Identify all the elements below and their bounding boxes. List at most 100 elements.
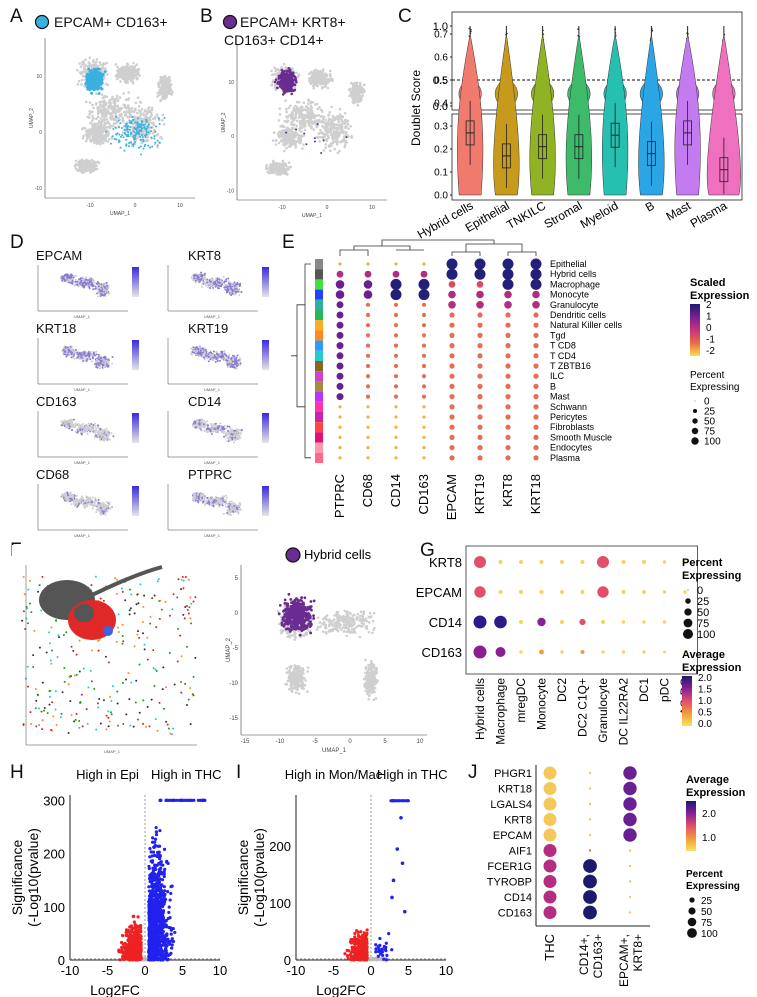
gray-cell [338,614,341,617]
up-epi-point [351,950,355,954]
scatter-point [23,593,26,596]
colorbar [132,413,139,443]
gray-cell [362,677,366,681]
hybrid-cell [290,628,293,632]
up-epi-point [359,946,363,950]
size-legend-dot [687,928,697,938]
panel-b: EPCAM+ KRT8+ CD163+ CD14+ -10 0 10 10 0 -10 UM… [221,10,392,220]
scatter-point [184,682,187,685]
expression-dot [505,343,511,349]
up-epi-point [356,930,360,934]
expression-dot [477,312,483,318]
expression-dot [477,404,483,410]
up-epi-point [138,924,142,928]
gray-cell [356,612,360,616]
scatter-point [78,670,81,673]
gray-cell [319,625,322,628]
scatter-point [35,725,38,728]
scatter-point [129,588,132,591]
expression-dot [621,590,626,594]
hybrid-cell [278,603,282,607]
umap-plot-b: -10 0 10 10 0 -10 UMAP_1 UMAP_2 [221,45,387,219]
expression-dot [365,394,371,399]
gray-cell [318,621,322,624]
gray-cell [298,669,301,673]
up-thc-point [382,944,386,949]
celltype-color-swatch [315,412,323,423]
hybrid-cell [303,607,307,611]
up-thc-point [158,928,162,932]
x-axis-label: UMAP_1 [302,213,322,219]
expression-dot [537,617,546,627]
expression-dot [505,394,511,400]
gray-cell [315,628,319,631]
scatter-point [142,699,145,702]
up-thc-point [384,958,389,962]
scatter-point [129,724,132,727]
y-axis-label-1: Significance [235,840,251,916]
expression-dot [418,278,430,290]
expression-dot [505,353,511,359]
expression-dot [580,650,585,654]
up-thc-point [147,937,151,942]
feature-gene-label: KRT18 [36,321,77,336]
gray-cell [327,630,330,633]
y-axis-label: UMAP_2 [221,112,227,132]
up-epi-point [128,933,132,937]
size-legend-dot [694,400,696,402]
gray-cell [351,617,354,620]
expression-dot [532,290,540,299]
up-thc-point [378,936,382,941]
up-epi-point [361,941,365,946]
up-thc-point [151,879,155,883]
expression-dot [365,333,371,338]
scatter-point [153,594,156,597]
expression-dot [628,864,632,868]
scatter-point [38,723,41,726]
up-thc-point [155,854,159,859]
y-tick-label: 0.5 [433,75,448,87]
capped-point [404,799,408,803]
hybrid-cell [294,601,298,605]
expression-dot [394,425,398,429]
up-thc-point [161,898,165,902]
scatter-point [21,619,24,622]
scatter-point [122,722,125,725]
scatter-point [107,661,110,664]
expression-dot [363,280,373,289]
y-tick-label: 5 [235,576,239,582]
expression-dot [421,363,427,369]
up-epi-point [352,947,356,951]
scatter-point [136,633,139,636]
scatter-point [124,599,127,602]
y-tick-label: 0.1 [434,168,448,179]
gray-cell [276,609,280,613]
x-tick-label: -5 [102,963,114,978]
gray-cell [340,628,343,631]
expression-dot [533,383,539,389]
up-thc-point [150,940,154,945]
expression-dot [662,560,667,564]
scatter-point [129,607,132,610]
up-thc-point [152,920,157,925]
feature-gene-label: CD14 [188,394,222,409]
y-tick-label: 0 [284,953,291,968]
expression-dot [588,771,592,775]
gray-cell [289,683,293,686]
gray-cell [355,616,359,619]
gray-cell [371,619,375,623]
expression-dot [365,374,371,379]
plot-frame [465,545,698,675]
hybrid-cell [285,618,289,621]
expression-dot [505,445,511,451]
gene-label: CD14 [504,892,532,904]
expression-dot [394,405,398,409]
expression-dot [477,383,483,389]
up-epi-point [133,955,137,959]
y-axis-label: UMAP_2 [226,637,232,662]
scatter-point [176,660,179,663]
expression-dot [474,556,486,568]
up-thc-point [164,938,168,942]
hybrid-cell [287,592,291,596]
up-epi-point [365,928,369,932]
